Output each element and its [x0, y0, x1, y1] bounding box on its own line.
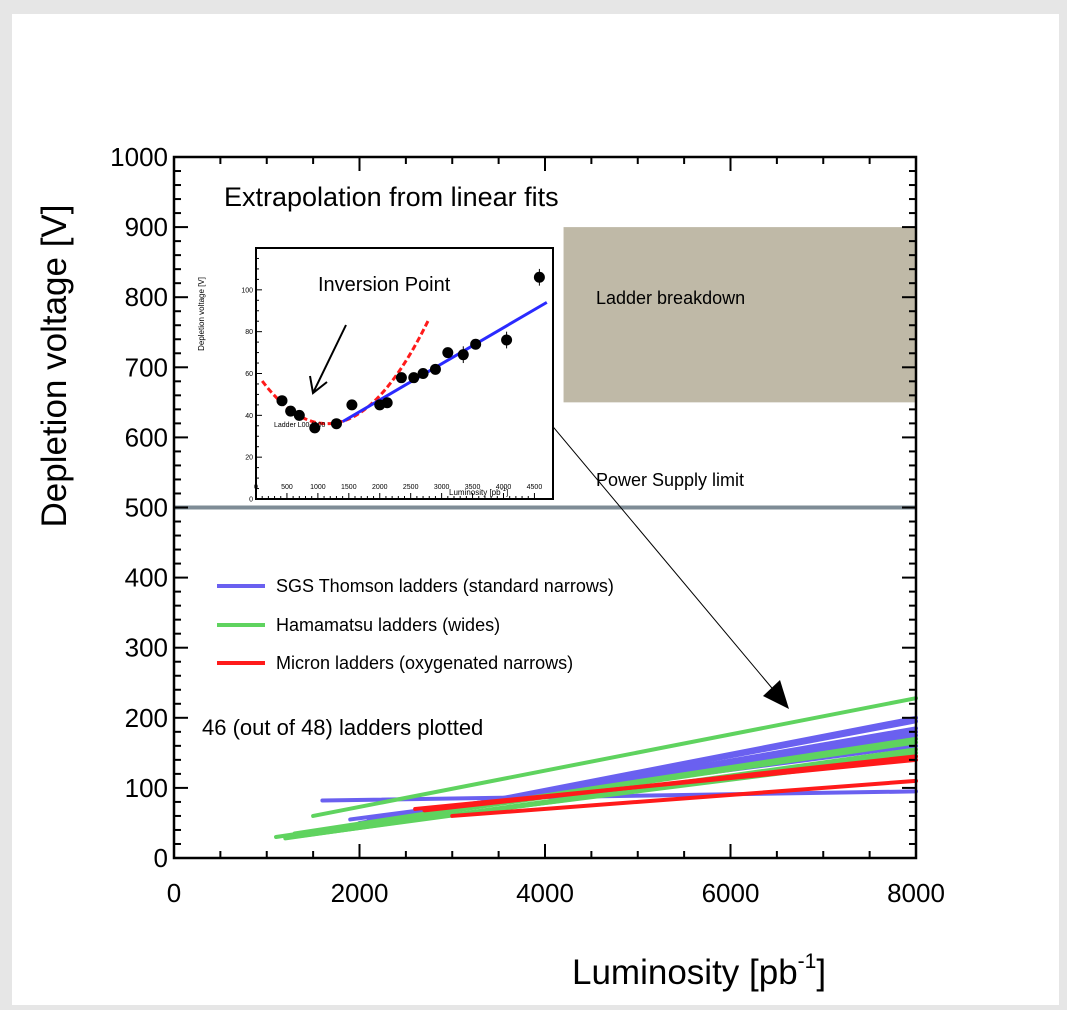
inset-x-tick-label: 4500: [527, 484, 543, 491]
inversion-point-label: Inversion Point: [318, 274, 451, 296]
inset-data-point: [381, 397, 393, 409]
inset-x-tick-label: 4000: [496, 484, 512, 491]
depletion-voltage-chart: 0 2000 4000 6000 800001002003004005006007008…: [35, 142, 945, 992]
inset-y-tick-label: 40: [245, 413, 253, 420]
inset-x-tick-label: 500: [281, 484, 293, 491]
inset-data-point: [442, 347, 454, 359]
y-tick-label: 100: [125, 773, 168, 803]
series-line-0: [320, 789, 918, 803]
y-tick-label: 200: [125, 703, 168, 733]
legend-label-hamamatsu: Hamamatsu ladders (wides): [276, 615, 500, 635]
series-line-8: [311, 696, 918, 818]
y-tick-label: 1000: [110, 142, 168, 172]
inset-data-point: [276, 395, 288, 407]
power-supply-label: Power Supply limit: [596, 470, 744, 490]
inset-x-tick-label: 1000: [310, 484, 326, 491]
inset-x-tick-label: 2500: [403, 484, 419, 491]
y-tick-label: 0: [154, 843, 168, 873]
inset-data-point: [293, 409, 305, 421]
y-tick-label: 500: [125, 493, 168, 523]
chart-canvas: 0 2000 4000 6000 8000 0 100 200 300 400 500 600 700 8…: [12, 14, 1059, 1005]
ladder-count-annotation: 46 (out of 48) ladders plotted: [202, 715, 483, 740]
legend: SGS Thomson ladders (standard narrows) H…: [217, 576, 614, 673]
y-axis-label: Depletion voltage [V]: [35, 205, 74, 528]
inset-x-axis-label: Luminosity [pb-1]: [449, 487, 508, 497]
inset-data-point: [501, 334, 513, 346]
inset-data-point: [533, 271, 545, 283]
inset-x-tick-label: 3000: [434, 484, 450, 491]
y-tick-label: 300: [125, 633, 168, 663]
inset-data-point: [346, 399, 358, 411]
inset-x-tick-label: 3500: [465, 484, 481, 491]
inset-y-tick-label: 60: [245, 371, 253, 378]
series-line-11: [292, 736, 918, 836]
inset-data-point: [285, 405, 297, 417]
inset-ladder-label: Ladder L00-f800: [274, 422, 325, 429]
y-tick-label: 600: [125, 422, 168, 452]
breakdown-label: Ladder breakdown: [596, 288, 745, 308]
breakdown-region: [563, 227, 916, 403]
inversion-point-arrowhead: [309, 375, 328, 395]
y-tick-label: 800: [125, 282, 168, 312]
x-tick-label: 4000: [516, 878, 574, 908]
inset-data-point: [457, 349, 469, 361]
x-axis-label: Luminosity [pb-1]: [572, 950, 826, 992]
inset-data-point: [417, 368, 429, 379]
inset-data-point: [429, 363, 441, 375]
y-tick-label: 700: [125, 352, 168, 382]
y-tick-label: 900: [125, 212, 168, 242]
x-tick-label: 0: [167, 878, 181, 908]
inset-data-point: [309, 422, 321, 434]
inset-data-point: [408, 372, 420, 384]
chart-title-annotation: Extrapolation from linear fits: [224, 182, 559, 212]
inset-x-tick-label: 1500: [341, 484, 357, 491]
x-tick-label: 6000: [702, 878, 760, 908]
series-line-15: [422, 754, 918, 813]
series-line-16: [450, 778, 918, 818]
x-tick-label: 2000: [331, 878, 389, 908]
y-tick-label: 400: [125, 563, 168, 593]
inset-y-tick-label: 100: [241, 287, 253, 294]
inset-y-axis-label: Depletion voltage [V]: [197, 277, 206, 351]
x-tick-label: 8000: [887, 878, 945, 908]
inset-plot: 0 500 1000 1500 2000 2500 3000 3500 4000 4500 0 20 4…: [197, 247, 554, 504]
legend-label-sgs: SGS Thomson ladders (standard narrows): [276, 576, 614, 596]
inset-data-point: [470, 338, 482, 350]
inset-y-tick-label: 80: [245, 329, 253, 336]
inset-data-point: [330, 418, 342, 430]
inset-y-tick-label: 0: [249, 497, 253, 504]
inset-y-tick-label: 20: [245, 455, 253, 462]
inset-x-tick-label: 0: [254, 484, 258, 491]
legend-label-micron: Micron ladders (oxygenated narrows): [276, 653, 573, 673]
zoom-pointer-arrowhead: [763, 680, 789, 709]
inversion-point-arrow: [312, 324, 347, 394]
inset-x-tick-label: 2000: [372, 484, 388, 491]
inset-data-point: [395, 372, 407, 384]
